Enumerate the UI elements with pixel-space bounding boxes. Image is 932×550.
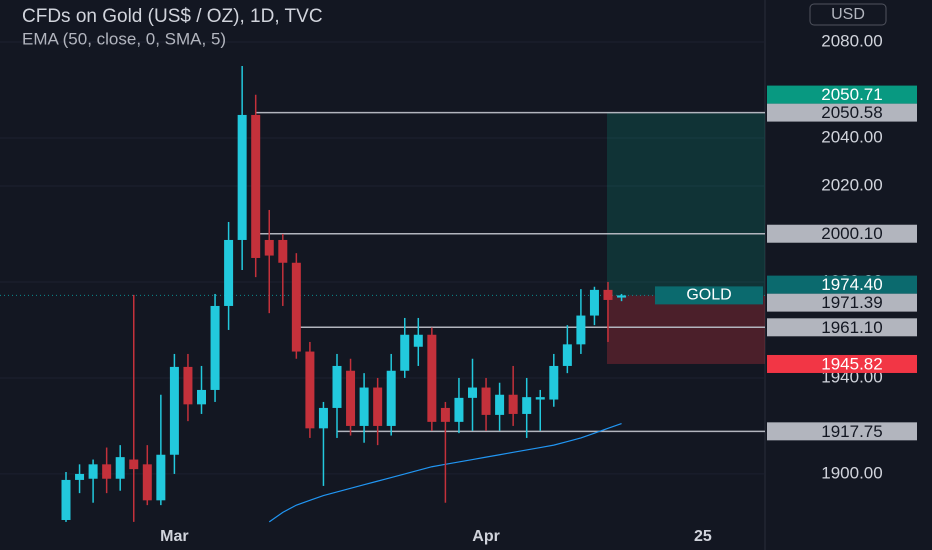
candle-body xyxy=(332,365,342,408)
candle-body xyxy=(61,479,71,521)
candle-body xyxy=(142,464,152,501)
candle-body xyxy=(102,464,112,479)
price-label: 1971.39 xyxy=(821,293,882,312)
symbol-tag xyxy=(655,286,763,305)
x-tick-label: 25 xyxy=(694,528,712,545)
candle-body xyxy=(346,370,356,426)
candle-body xyxy=(237,114,247,240)
candle-body xyxy=(386,370,396,426)
candle-body xyxy=(169,366,179,455)
loss-zone xyxy=(607,295,765,364)
y-tick-label: 2040.00 xyxy=(821,127,882,146)
candle-body xyxy=(589,289,599,316)
candle-body xyxy=(481,387,491,415)
x-tick-label: Mar xyxy=(160,528,188,545)
candle-body xyxy=(508,394,518,414)
price-label: 1961.10 xyxy=(821,318,882,337)
candle-body xyxy=(75,473,85,480)
candle-body xyxy=(400,334,410,371)
x-tick-label: Apr xyxy=(472,528,500,545)
candle-body xyxy=(522,397,532,414)
candle-body xyxy=(373,387,383,426)
candle-body xyxy=(183,366,193,405)
y-tick-label: 2020.00 xyxy=(821,175,882,194)
candle-body xyxy=(197,389,206,405)
candle-body xyxy=(454,397,464,422)
price-label-box xyxy=(767,422,917,441)
candle-body xyxy=(318,407,328,429)
candle-body xyxy=(224,239,234,306)
candle-body xyxy=(264,239,274,256)
candle-body xyxy=(562,344,572,366)
price-label-box xyxy=(767,318,917,337)
candle-body xyxy=(278,239,288,263)
candle-body xyxy=(251,114,261,258)
price-label: 1974.40 xyxy=(821,275,882,294)
candle-body xyxy=(413,334,423,347)
price-label-box xyxy=(767,293,917,312)
price-label-box xyxy=(767,85,917,104)
price-label: 2000.10 xyxy=(821,224,882,243)
symbol-label: GOLD xyxy=(686,287,731,304)
candle-body xyxy=(115,457,125,479)
candle-body xyxy=(440,407,450,422)
y-tick-label: 1900.00 xyxy=(821,463,882,482)
price-label: 1945.82 xyxy=(821,354,882,373)
plot xyxy=(0,41,765,523)
candle-body xyxy=(129,459,139,470)
currency-button[interactable] xyxy=(809,3,887,26)
candle-body xyxy=(210,305,220,390)
indicator-label: EMA (50, close, 0, SMA, 5) xyxy=(22,29,226,48)
candle-body xyxy=(576,315,586,345)
price-label-box xyxy=(767,275,917,294)
candle-body xyxy=(535,397,545,400)
currency-label[interactable]: USD xyxy=(831,6,865,23)
price-label: 1917.75 xyxy=(821,422,882,441)
candle-body xyxy=(359,387,369,426)
candle-body xyxy=(468,387,477,398)
price-label: 2050.58 xyxy=(821,103,882,122)
candle-body xyxy=(603,289,613,300)
candle-body xyxy=(427,334,437,422)
price-label-box xyxy=(767,354,917,373)
price-label-box xyxy=(767,224,917,243)
candle-body xyxy=(617,295,627,298)
candle-body xyxy=(156,454,166,501)
candle-body xyxy=(291,262,301,352)
price-label: 2050.71 xyxy=(821,85,882,104)
candle-body xyxy=(305,351,315,429)
candle-body xyxy=(549,365,559,400)
y-tick-label: 2080.00 xyxy=(821,31,882,50)
price-label-box xyxy=(767,103,917,122)
candle-body xyxy=(88,464,98,479)
candle-body xyxy=(495,394,505,415)
chart-title: CFDs on Gold (US$ / OZ), 1D, TVC xyxy=(22,6,323,27)
profit-zone xyxy=(607,112,765,296)
